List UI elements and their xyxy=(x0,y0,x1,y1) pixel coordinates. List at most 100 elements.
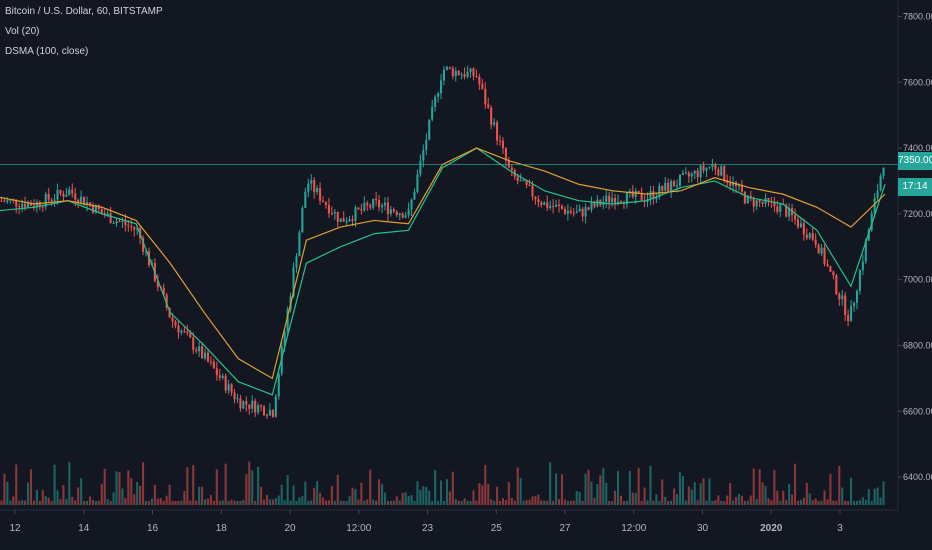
volume-bar xyxy=(156,498,159,505)
volume-bar xyxy=(838,465,841,505)
candle-body xyxy=(3,200,6,202)
volume-bar xyxy=(442,500,446,505)
candle-body xyxy=(870,213,873,231)
candle-body xyxy=(501,140,505,149)
volume-bar xyxy=(366,499,369,505)
candle-body xyxy=(91,204,94,213)
candle-body xyxy=(416,174,419,193)
volume-bar xyxy=(873,488,876,505)
volume-indicator-label[interactable]: Vol (20) xyxy=(5,26,40,37)
candle-body xyxy=(740,185,743,192)
volume-bar xyxy=(758,469,761,505)
candle-body xyxy=(6,200,9,202)
dsma-indicator-label[interactable]: DSMA (100, close) xyxy=(5,46,89,57)
volume-bar xyxy=(764,486,767,505)
candle-body xyxy=(628,191,631,193)
candle-body xyxy=(796,219,800,228)
price-tick-label: 6400.00 xyxy=(903,472,932,482)
candle-body xyxy=(478,76,481,85)
candle-body xyxy=(422,149,425,161)
volume-bar xyxy=(245,474,248,505)
candle-body xyxy=(590,202,593,210)
candle-body xyxy=(487,104,490,108)
volume-bar xyxy=(782,490,785,505)
time-tick-label: 20 xyxy=(284,523,296,534)
volume-bar xyxy=(307,500,310,505)
candle-body xyxy=(572,212,575,214)
volume-bar xyxy=(785,500,788,505)
candle-body xyxy=(333,211,336,214)
volume-bar xyxy=(292,485,295,505)
candle-body xyxy=(351,219,354,221)
volume-bar xyxy=(616,471,620,505)
volume-bar xyxy=(153,484,156,505)
volume-bar xyxy=(832,500,835,505)
volume-bar xyxy=(342,500,345,505)
candle-body xyxy=(611,197,614,203)
candle-body xyxy=(44,194,47,208)
dsma-line xyxy=(0,147,886,396)
candle-body xyxy=(106,213,109,216)
candle-body xyxy=(260,405,263,407)
volume-bar xyxy=(348,496,351,505)
volume-bar xyxy=(386,500,389,505)
candle-body xyxy=(230,384,233,393)
candle-body xyxy=(498,140,502,142)
volume-bar xyxy=(345,500,348,505)
volume-bar xyxy=(380,484,384,505)
volume-bar xyxy=(788,484,791,505)
volume-bar xyxy=(448,491,451,505)
volume-bar xyxy=(56,490,59,505)
candle-body xyxy=(864,240,867,262)
volume-bar xyxy=(726,495,729,505)
volume-bar xyxy=(186,467,189,505)
candle-body xyxy=(702,165,705,171)
candle-body xyxy=(71,189,74,194)
volume-bar xyxy=(658,500,661,505)
volume-bar xyxy=(829,473,832,505)
time-tick-label: 18 xyxy=(216,523,228,534)
candle-body xyxy=(428,119,431,140)
volume-bar xyxy=(675,493,679,505)
volume-bar xyxy=(835,500,838,505)
last-price-label: 7350.00 xyxy=(898,152,932,170)
candle-body xyxy=(445,66,448,70)
candle-body xyxy=(410,199,413,210)
candlesticks xyxy=(0,65,885,420)
candle-body xyxy=(649,191,652,199)
candle-body xyxy=(221,375,224,378)
candle-body xyxy=(670,181,673,192)
volume-bar xyxy=(136,481,139,505)
candle-body xyxy=(392,209,395,212)
volume-bar xyxy=(581,500,584,505)
candle-body xyxy=(88,202,92,205)
volume-bar xyxy=(614,490,617,505)
candle-body xyxy=(681,173,684,175)
candle-body xyxy=(162,287,165,295)
candle-body xyxy=(15,199,18,207)
candle-body xyxy=(569,210,572,213)
volume-bar xyxy=(68,462,71,505)
volume-bar xyxy=(670,500,673,505)
volume-bar xyxy=(38,500,41,505)
volume-bar xyxy=(254,500,257,505)
candle-body xyxy=(481,84,484,89)
volume-bar xyxy=(165,495,168,505)
volume-bar xyxy=(537,494,540,505)
candle-body xyxy=(257,405,260,413)
candle-body xyxy=(271,410,274,417)
candle-body xyxy=(248,404,251,409)
volume-bar xyxy=(793,463,797,505)
candle-body xyxy=(729,182,732,186)
candle-body xyxy=(460,74,463,76)
chart-title[interactable]: Bitcoin / U.S. Dollar, 60, BITSTAMP xyxy=(5,6,163,17)
volume-bar xyxy=(106,499,109,505)
volume-bar xyxy=(761,482,764,505)
volume-bar xyxy=(493,500,496,505)
candle-body xyxy=(24,203,27,208)
volume-bar xyxy=(513,500,516,505)
volume-bar xyxy=(295,500,298,505)
volume-bar xyxy=(401,492,404,505)
candle-body xyxy=(469,68,472,72)
